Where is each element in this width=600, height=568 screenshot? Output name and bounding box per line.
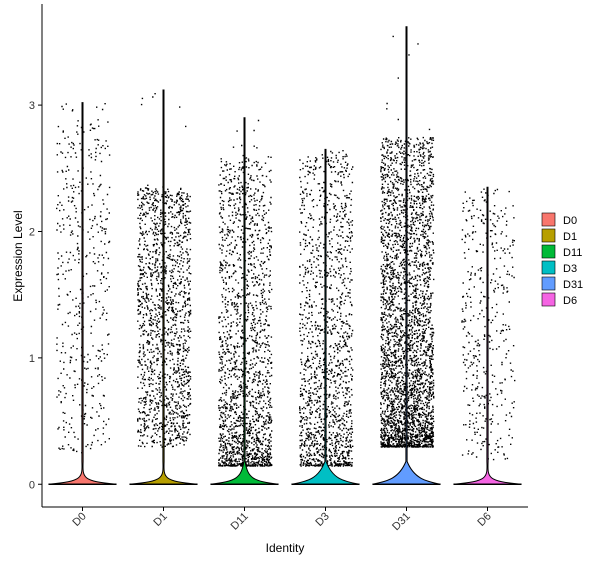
x-tick-label: D31 (390, 510, 413, 533)
x-axis-title: Identity (266, 541, 305, 555)
points-D31 (380, 35, 435, 448)
legend-label-D3: D3 (563, 263, 577, 275)
legend-label-D0: D0 (563, 215, 577, 227)
y-tick-label: 1 (29, 353, 35, 365)
points-D1 (137, 93, 192, 448)
legend-label-D1: D1 (563, 231, 577, 243)
legend-swatch-D6 (541, 292, 556, 307)
x-tick-label: D3 (313, 510, 331, 528)
x-tick-label: D1 (151, 510, 169, 528)
violins (48, 26, 522, 485)
jitter-points (56, 35, 516, 467)
violin-D3 (291, 148, 360, 485)
x-tick-label: D11 (229, 510, 251, 532)
y-tick-label: 3 (29, 100, 35, 112)
y-tick-label: 2 (29, 226, 35, 238)
violin-D1 (129, 89, 198, 485)
legend-swatch-D31 (541, 276, 556, 291)
legend-swatch-D0 (541, 212, 556, 227)
x-axis-ticks: D0 D1 D11 D3 D31 D6 (70, 507, 494, 533)
y-axis-title: Expression Level (11, 210, 25, 301)
legend-swatch-D1 (541, 228, 556, 243)
y-tick-label: 0 (29, 479, 35, 491)
legend-swatch-D3 (541, 260, 556, 275)
legend-swatch-D11 (541, 244, 556, 259)
x-tick-label: D0 (70, 510, 88, 528)
legend: D0 D1 D11 D3 D31 D6 (541, 212, 583, 307)
y-axis-ticks: 0 1 2 3 (29, 100, 42, 491)
x-tick-label: D6 (475, 510, 493, 528)
legend-label-D6: D6 (563, 295, 577, 307)
legend-label-D31: D31 (563, 279, 583, 291)
points-D11 (218, 119, 273, 467)
violin-D6 (453, 186, 522, 485)
violin-D11 (210, 117, 279, 485)
legend-label-D11: D11 (563, 247, 582, 259)
points-D3 (299, 150, 354, 467)
